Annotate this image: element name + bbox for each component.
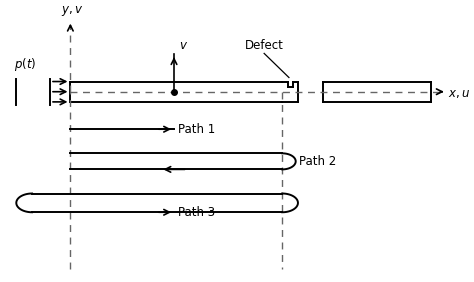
Text: Defect: Defect [245,39,283,52]
Text: Path 1: Path 1 [178,123,215,136]
Text: $y,v$: $y,v$ [62,4,84,18]
Text: Path 2: Path 2 [299,155,337,168]
Text: $x,u$: $x,u$ [448,87,470,100]
Text: $v$: $v$ [179,39,188,52]
Text: Path 3: Path 3 [178,206,215,219]
Text: $p(t)$: $p(t)$ [14,56,36,74]
